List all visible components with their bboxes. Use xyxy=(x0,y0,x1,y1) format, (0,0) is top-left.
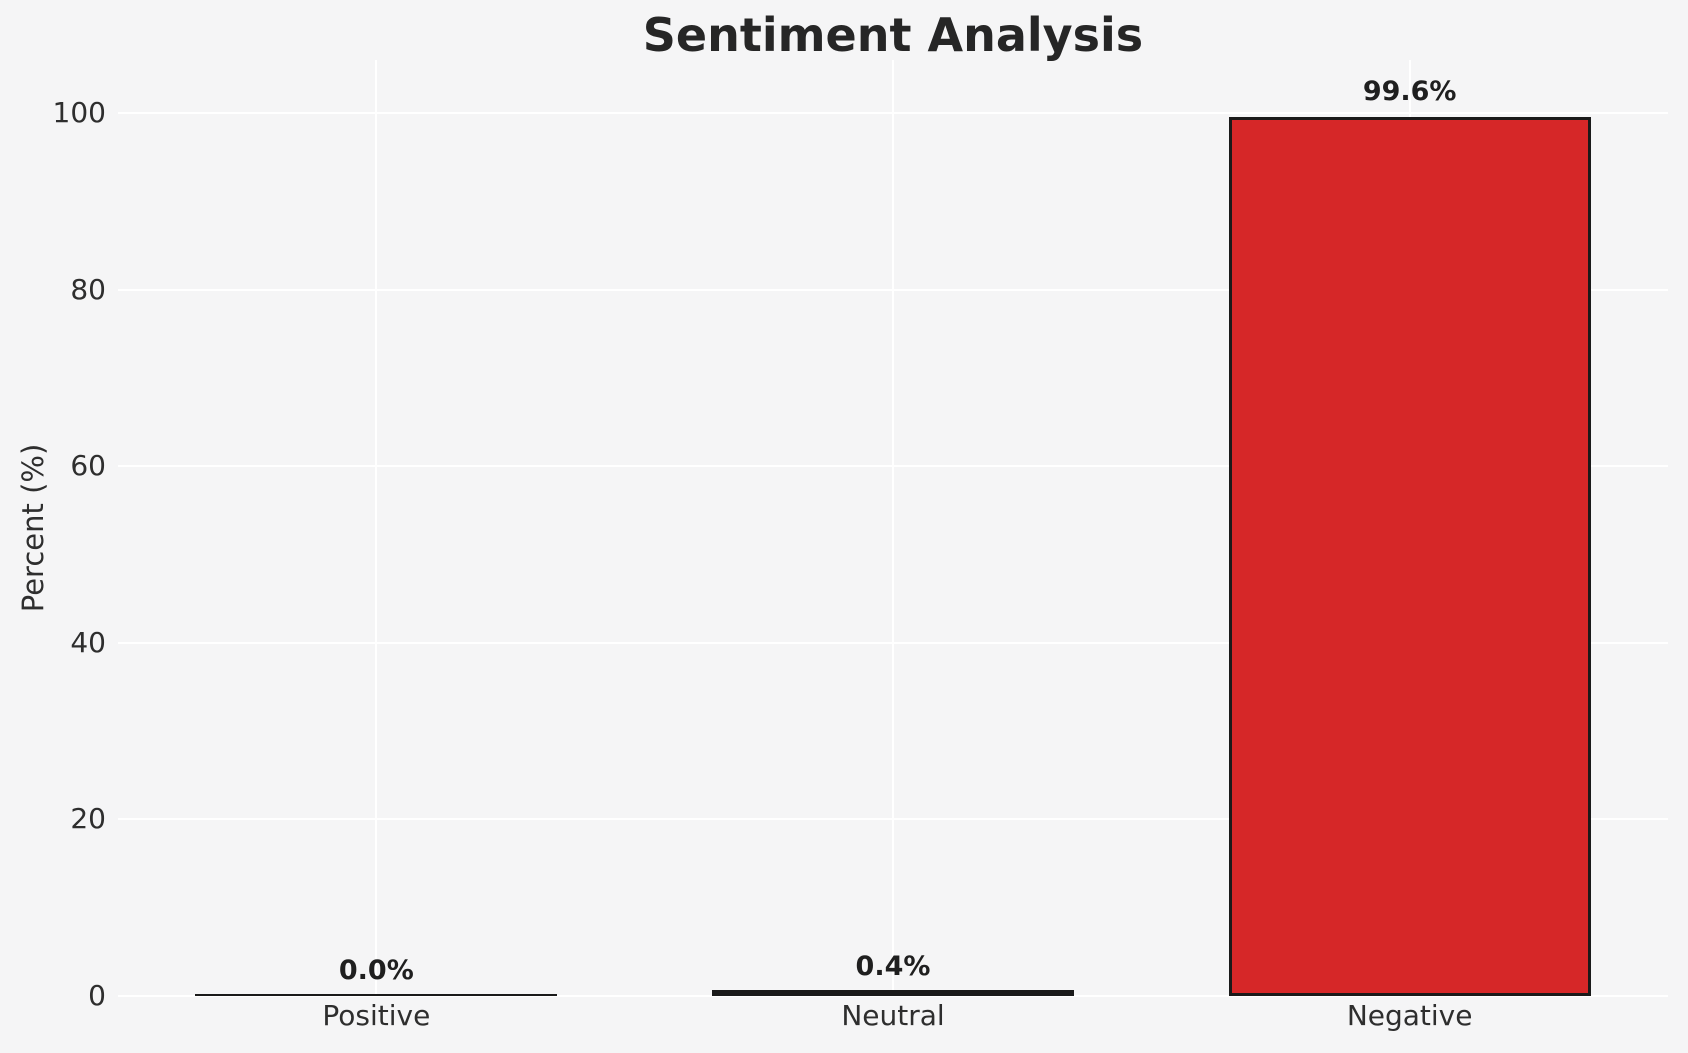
bar-positive xyxy=(195,993,558,996)
h-gridline-0 xyxy=(118,995,1668,997)
x-tick-label-neutral: Neutral xyxy=(841,999,945,1032)
y-tick-label-20: 20 xyxy=(70,802,106,836)
value-label-positive: 0.0% xyxy=(338,955,414,986)
x-tick-label-positive: Positive xyxy=(322,999,431,1032)
bar-negative xyxy=(1228,116,1591,996)
v-gridline-positive xyxy=(375,60,378,996)
bar-neutral xyxy=(712,990,1074,996)
x-axis-ticks: Positive Neutral Negative xyxy=(118,999,1668,1039)
y-axis-ticks: 0 20 40 60 80 100 xyxy=(0,60,106,1009)
y-tick-label-100: 100 xyxy=(52,95,106,129)
chart-title: Sentiment Analysis xyxy=(642,8,1144,62)
plot-area: 0.0% 0.4% 99.6% xyxy=(118,60,1668,997)
y-tick-label-0: 0 xyxy=(88,979,106,1012)
v-gridline-neutral xyxy=(892,60,894,996)
value-label-negative: 99.6% xyxy=(1362,75,1457,107)
value-label-neutral: 0.4% xyxy=(855,951,931,983)
y-tick-label-80: 80 xyxy=(70,272,106,306)
y-tick-label-40: 40 xyxy=(70,625,106,659)
y-tick-label-60: 60 xyxy=(70,449,106,483)
x-tick-label-negative: Negative xyxy=(1346,999,1473,1032)
